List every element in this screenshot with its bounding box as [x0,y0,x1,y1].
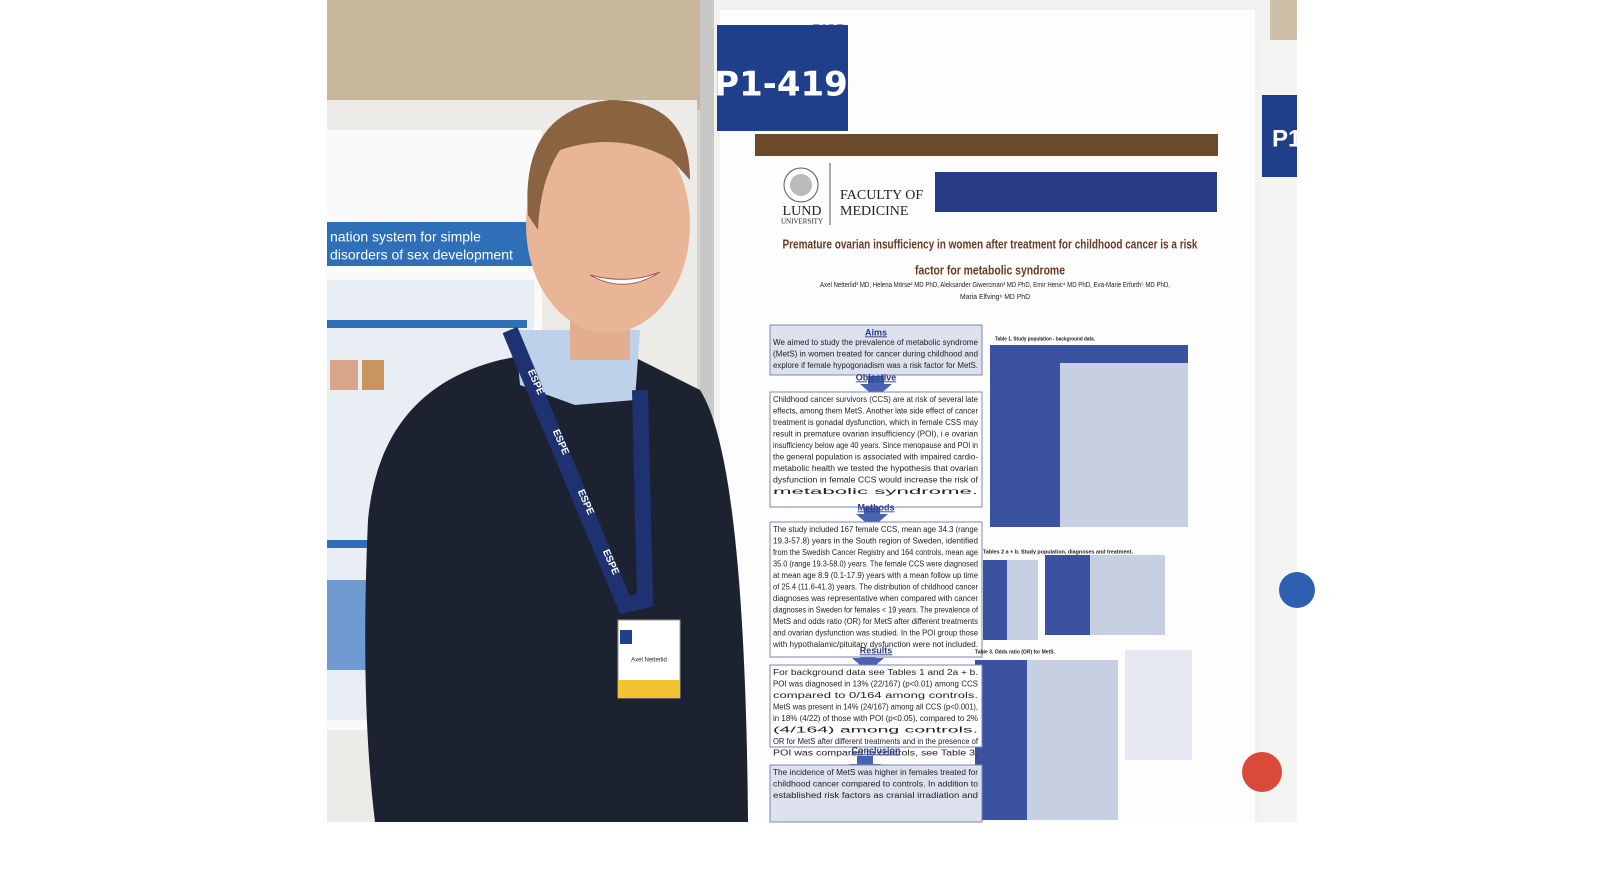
section-text: from the Swedish Cancer Registry and 164… [773,548,979,557]
section-text: The study included 167 female CCS, mean … [773,525,979,534]
university-name: UNIVERSITY [781,218,823,226]
section-text: diagnoses was representative when compar… [773,594,978,603]
section-text: the general population is associated wit… [773,453,978,462]
section-text: and ovarian dysfunction was studied. In … [773,629,979,638]
table-1-header [990,345,1188,363]
section-text: childhood cancer compared to controls. I… [773,780,979,789]
espe-logo: ESPE [812,22,844,36]
right-chart [1242,752,1282,792]
poster-title: Premature ovarian insufficiency in women… [783,237,1198,251]
section-text: established risk factors as cranial irra… [773,791,978,800]
section-text: dysfunction in female CCS would increase… [773,476,979,485]
sweater [365,340,748,822]
section-box [769,521,983,658]
table-1-column [990,363,1060,527]
table-title: Table 1. Study population - background d… [995,336,1096,342]
left-banner [327,222,534,266]
left-image [362,360,384,390]
section-text: The incidence of MetS was higher in fema… [773,768,978,777]
section-text: (MetS) in women treated for cancer durin… [773,350,978,359]
arrow [856,506,888,528]
section-text: in 18% (4/22) of those with POI (p<0.05)… [773,714,978,723]
faculty-name: FACULTY OF [840,188,923,203]
section-text: explore if female hypogonadism was a ris… [773,361,978,370]
section-box [769,764,983,823]
section-heading: Methods [858,502,895,512]
university-name: LUND [783,204,822,219]
section-heading: Conclusion [852,745,901,755]
section-box [769,664,983,748]
section-text: of 25.4 (11.6-41.3) years. The distribut… [773,583,978,592]
table-3-column [975,660,1027,820]
brown-bar [755,134,1218,156]
section-heading: Results [860,645,893,655]
table-2b-column [1045,555,1090,635]
smile [589,271,661,285]
face [526,117,690,333]
badge-logo [620,630,632,644]
table-2a-column [983,560,1007,640]
badge-name: Axel Netterlid [631,658,667,664]
section-text: at mean age 8.9 (0.1-17.9) years with a … [773,571,979,580]
section-text: MetS and odds ratio (OR) for MetS after … [773,617,978,626]
section-text: with hypothalamic/pituitary dysfunction … [772,640,978,649]
poster-title: factor for metabolic syndrome [915,263,1065,277]
section-text: treatment is gonadal dysfunction, which … [773,418,978,427]
table-title: Table 3. Odds ratio (OR) for MetS. [975,649,1056,655]
poster-code: P1-419 [714,65,848,105]
section-text: (4/164) among controls. [773,726,978,735]
right-chart [1279,572,1315,608]
section-heading: Objective [856,372,897,382]
hair [527,100,690,230]
lanyard [502,326,654,615]
section-text: 35.0 (range 19.3-58.0) years. The female… [773,560,978,569]
university-seal [790,174,812,196]
faculty-name: MEDICINE [840,204,908,219]
section-text: insufficiency below age 40 years. Since … [773,441,978,450]
section-text: OR for MetS after different treatments a… [773,737,979,746]
right-poster-code: P1 [1272,125,1301,152]
badge-stripe [618,680,680,698]
section-text: result in premature ovarian insufficienc… [773,430,978,439]
section-text: effects, among them MetS. Another late s… [773,407,978,416]
left-poster-title: disorders of sex development [330,247,513,263]
table-3-note [1125,650,1192,760]
section-box [769,391,983,508]
arrow [860,376,892,398]
section-box [769,324,983,376]
poster-authors: Maria Elfving⁶ MD PhD [960,292,1031,301]
table-title: Tables 2 a + b. Study population, diagno… [983,549,1134,555]
section-text: metabolic health we tested the hypothesi… [773,464,978,473]
left-heading-bar [327,320,527,328]
right-code-box [1262,95,1297,177]
blue-bar [935,172,1217,212]
section-text: We aimed to study the prevalence of meta… [773,338,979,347]
section-text: metabolic syndrome. [773,487,978,496]
poster-authors: Axel Netterlid¹ MD, Helena Mörse² MD PhD… [820,280,1170,289]
section-text: compared to 0/164 among controls. [773,691,978,700]
poster-code-box [717,25,848,131]
section-text: For background data see Tables 1 and 2a … [773,668,978,677]
ceiling [327,0,707,110]
section-heading: Aims [865,327,887,337]
section-text: POI was diagnosed in 13% (22/167) (p<0.0… [773,680,978,689]
left-image [330,360,358,390]
section-text: Childhood cancer survivors (CCS) are at … [773,395,979,404]
left-poster-title: nation system for simple [330,229,481,245]
section-text: 19.3-57.8) years in the South region of … [773,537,978,546]
section-text: diagnoses in Sweden for females < 19 yea… [773,606,979,615]
section-text: POI was compared to controls, see Table … [773,749,978,758]
section-text: MetS was present in 14% (24/167) among a… [773,703,978,712]
